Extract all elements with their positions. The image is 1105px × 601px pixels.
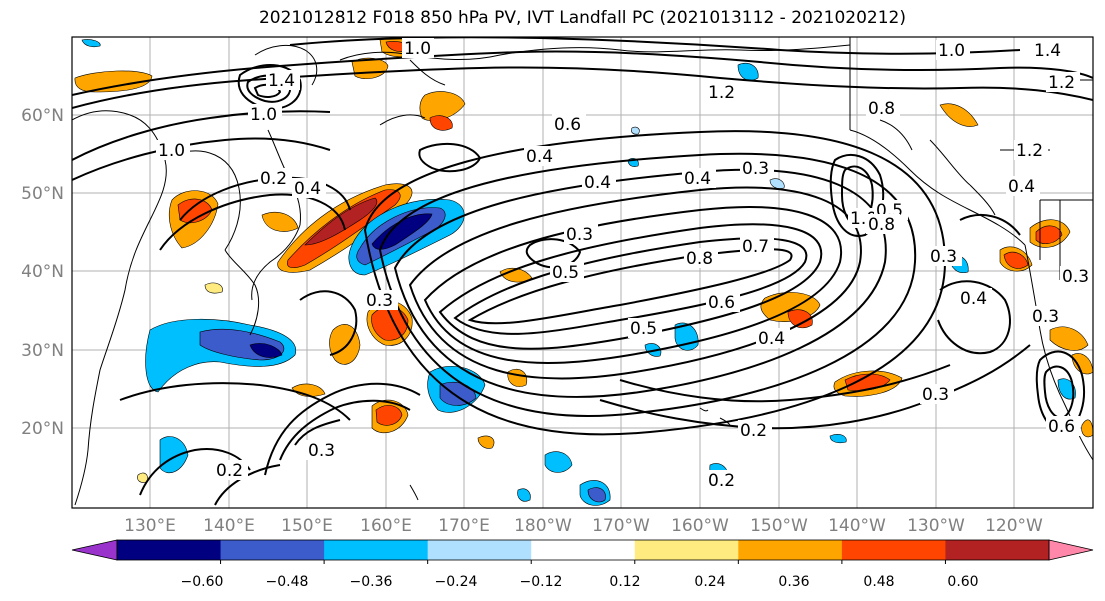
colorbar-tick-label: 0.60 (947, 574, 978, 590)
contour-label: 0.4 (758, 329, 785, 349)
lat-label: 20°N (21, 419, 64, 439)
lon-label: 170°W (592, 516, 650, 536)
lon-label: 120°W (985, 516, 1043, 536)
colorbar-swatch (427, 540, 532, 560)
colorbar-extend-max (1048, 539, 1094, 561)
colorbar-swatch (324, 540, 429, 560)
lat-label: 40°N (21, 262, 64, 282)
contour-label: 0.4 (526, 147, 553, 167)
contour-label: 0.4 (684, 169, 711, 189)
contour-label: 1.2 (1016, 141, 1043, 161)
contour-label: 0.5 (552, 263, 579, 283)
map-title: 2021012812 F018 850 hPa PV, IVT Landfall… (258, 8, 906, 28)
colorbar-swatch (220, 540, 325, 560)
colorbar-swatch (945, 540, 1050, 560)
colorbar-tick-label: −0.48 (266, 574, 309, 590)
colorbar-swatch (738, 540, 843, 560)
lat-label: 30°N (21, 341, 64, 361)
contour-label: 1.2 (1048, 73, 1075, 93)
contour-label: 1.2 (708, 83, 735, 103)
colorbar-extend-min (71, 539, 118, 561)
contour-label: 0.2 (260, 169, 287, 189)
map-frame (71, 36, 1094, 509)
contour-label: 0.4 (1008, 177, 1035, 197)
pv-negative-shading (81, 39, 1076, 506)
longitude-labels: 130°E 140°E 150°E 160°E 170°E 180°W 170°… (124, 516, 1043, 536)
lon-label: 160°E (360, 516, 412, 536)
contour-label: 0.2 (740, 421, 767, 441)
contour-label: 0.3 (1062, 267, 1089, 287)
colorbar-tick-label: −0.36 (350, 574, 393, 590)
colorbar-swatch (841, 540, 946, 560)
colorbar-frame (116, 539, 1050, 561)
colorbar-tick-label: 0.36 (778, 574, 809, 590)
colorbar-tick-label: −0.12 (520, 574, 563, 590)
contour-label: 1.0 (938, 41, 965, 61)
lon-label: 130°E (124, 516, 176, 536)
colorbar-swatch (634, 540, 739, 560)
contour-label: 0.3 (366, 291, 393, 311)
contour-label: 0.2 (708, 471, 735, 491)
colorbar-tick-label: −0.24 (435, 574, 478, 590)
colorbar (71, 539, 1094, 564)
contour-label: 0.8 (868, 99, 895, 119)
contour-label: 0.3 (308, 441, 335, 461)
contour-label: 0.7 (742, 237, 769, 257)
lon-label: 130°W (907, 516, 965, 536)
contour-label: 0.2 (216, 461, 243, 481)
colorbar-swatch (531, 540, 636, 560)
contour-label: 0.4 (294, 179, 321, 199)
contour-label: 0.6 (554, 115, 581, 135)
contour-label: 1.4 (268, 71, 295, 91)
lat-label: 50°N (21, 184, 64, 204)
contour-label: 0.3 (922, 385, 949, 405)
colorbar-tick-labels: −0.60 −0.48 −0.36 −0.24 −0.12 0.12 0.24 … (181, 574, 979, 590)
colorbar-swatch (117, 540, 222, 560)
contour-label: 0.3 (742, 159, 769, 179)
contour-label: 0.6 (708, 293, 735, 313)
contour-label: 0.3 (1032, 307, 1059, 327)
contour-label: 1.0 (404, 39, 431, 59)
latitude-labels: 60°N 50°N 40°N 30°N 20°N (21, 106, 64, 439)
colorbar-tick-label: −0.60 (181, 574, 224, 590)
contour-label: 0.6 (1048, 417, 1075, 437)
colorbar-tick-label: 0.48 (863, 574, 894, 590)
lon-label: 170°E (438, 516, 490, 536)
lon-label: 140°E (203, 516, 255, 536)
contour-label: 0.5 (630, 319, 657, 339)
contour-label: 0.4 (960, 289, 987, 309)
contour-label: 1.0 (250, 105, 277, 125)
lon-label: 150°W (750, 516, 808, 536)
lon-label: 150°E (281, 516, 333, 536)
colorbar-tick-label: 0.12 (609, 574, 640, 590)
contour-label: 0.3 (930, 247, 957, 267)
lat-label: 60°N (21, 106, 64, 126)
lon-label: 160°W (671, 516, 729, 536)
contour-label: 1.4 (1034, 41, 1061, 61)
contour-label: 0.8 (868, 215, 895, 235)
contour-label: 0.3 (566, 225, 593, 245)
contour-labels: 1.0 1.0 1.4 1.2 0.8 0.6 0.4 0.3 0.2 0.4 … (156, 38, 1093, 491)
lon-label: 180°W (514, 516, 572, 536)
contour-label: 1.0 (158, 141, 185, 161)
contour-label: 0.8 (686, 249, 713, 269)
lon-label: 140°W (828, 516, 886, 536)
colorbar-tick-label: 0.24 (694, 574, 725, 590)
contour-label: 0.4 (584, 173, 611, 193)
